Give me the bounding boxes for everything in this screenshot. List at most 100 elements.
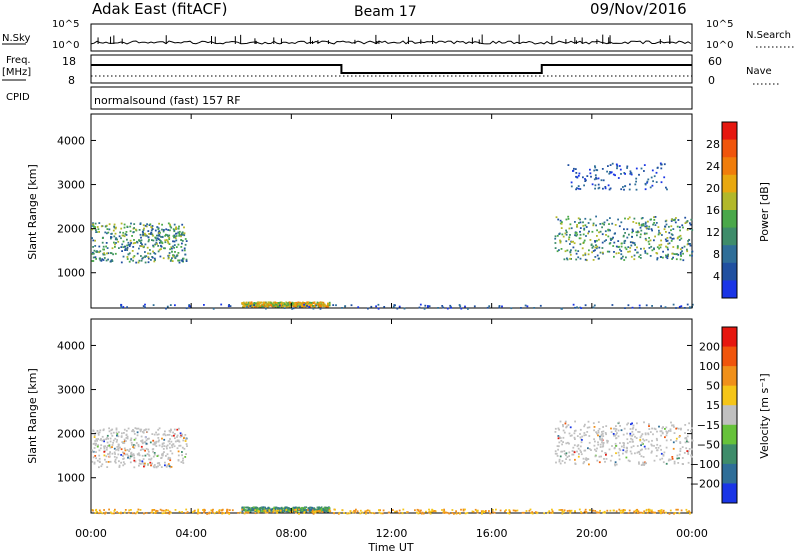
range-cell [671,457,674,460]
range-cell [292,307,295,310]
range-cell [124,248,127,250]
range-cell [103,438,105,441]
range-cell [181,223,184,226]
range-cell [580,307,582,309]
range-cell [141,442,144,445]
range-cell [669,428,672,431]
range-cell [459,512,461,514]
range-cell [626,236,629,239]
range-cell [482,510,485,513]
range-cell [659,458,662,461]
range-cell [543,512,545,515]
range-cell [609,187,612,190]
range-cell [105,448,108,451]
range-cell [148,238,150,241]
range-cell [147,257,150,260]
range-cell [286,302,289,305]
range-cell [145,234,148,237]
range-cell [684,437,687,440]
range-cell [569,426,572,429]
range-cell [309,508,312,511]
range-cell [651,184,654,187]
range-cell [631,236,633,238]
range-cell [280,304,283,307]
range-cell [629,247,632,249]
range-cell [157,440,160,443]
range-cell [263,301,265,304]
range-cell [581,247,584,250]
range-cell [441,509,443,511]
range-cell [133,223,136,225]
range-cell [197,510,199,513]
range-cell [584,458,587,461]
range-cell [682,259,685,262]
range-cell [639,511,642,514]
range-cell [179,444,182,447]
range-cell [675,427,678,430]
range-cell [213,512,216,515]
range-cell [558,428,560,431]
range-cell [177,259,179,262]
range-cell [589,218,592,221]
range-cell [265,508,267,510]
range-cell [280,305,283,308]
range-cell [578,172,581,175]
range-cell [125,434,128,436]
range-cell [640,511,643,514]
range-cell [126,435,129,438]
range-cell [105,242,108,244]
range-cell [686,510,689,513]
range-cell [588,463,590,466]
range-cell [172,443,175,445]
range-cell [95,451,97,453]
range-cell [169,446,171,449]
range-cell [670,225,673,228]
range-cell [595,511,598,514]
range-cell [559,437,562,439]
range-cell [480,510,483,513]
range-cell [140,428,143,431]
range-cell [109,511,112,514]
range-cell [624,173,626,175]
range-cell [653,239,655,242]
range-cell [285,305,288,308]
range-cell [665,462,668,465]
range-cell [666,432,668,435]
range-cell [665,223,668,226]
range-cell [591,183,594,186]
range-cell [659,256,662,258]
range-cell [241,510,244,513]
range-cell [122,451,124,454]
range-cell [168,465,171,467]
range-cell [137,508,140,511]
range-cell [660,452,663,455]
range-cell [662,250,664,253]
range-cell [321,303,324,306]
range-cell [104,458,106,461]
range-cell [125,429,128,432]
range-cell [575,258,578,261]
range-cell [126,225,129,228]
range-cell [109,460,112,463]
range-cell [113,455,116,458]
range-cell [675,440,678,442]
range-cell [643,247,645,250]
range-cell [456,512,459,514]
range-cell [146,453,149,455]
range-cell [617,252,620,254]
range-cell [153,453,156,456]
velocity-scatter [91,420,694,515]
range-cell [677,253,680,256]
range-cell [123,432,125,434]
time-x-axis: 00:00 04:00 08:00 12:00 16:00 20:00 00:00 [75,114,708,540]
range-cell [301,509,304,512]
range-cell [628,233,630,236]
range-cell [635,428,637,431]
range-cell [419,303,422,306]
range-cell [484,510,487,512]
range-cell [91,449,93,452]
range-cell [569,250,572,253]
range-cell [177,439,180,442]
range-cell [343,512,345,514]
range-cell [600,433,603,436]
